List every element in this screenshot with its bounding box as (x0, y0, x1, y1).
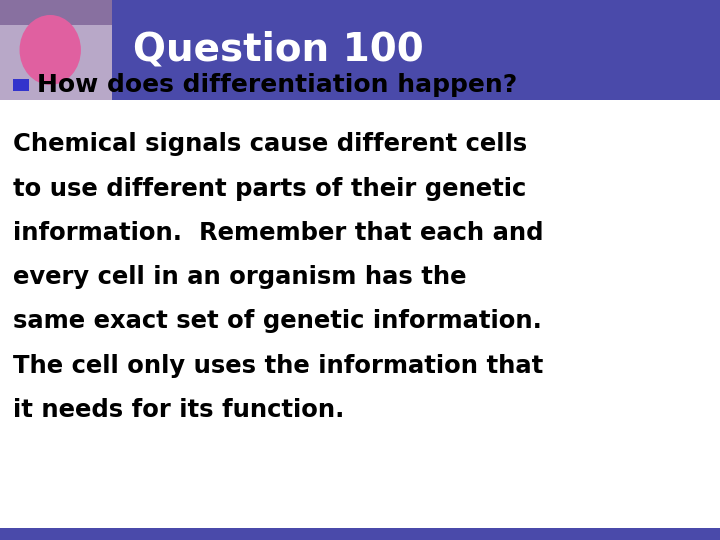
FancyBboxPatch shape (0, 0, 720, 100)
Text: information.  Remember that each and: information. Remember that each and (13, 221, 544, 245)
FancyBboxPatch shape (0, 0, 112, 100)
Text: every cell in an organism has the: every cell in an organism has the (13, 265, 467, 289)
Text: to use different parts of their genetic: to use different parts of their genetic (13, 177, 526, 200)
Text: Question 100: Question 100 (133, 31, 424, 69)
Text: it needs for its function.: it needs for its function. (13, 398, 344, 422)
FancyBboxPatch shape (0, 0, 112, 25)
Text: same exact set of genetic information.: same exact set of genetic information. (13, 309, 542, 333)
Text: The cell only uses the information that: The cell only uses the information that (13, 354, 543, 377)
Text: Chemical signals cause different cells: Chemical signals cause different cells (13, 132, 527, 156)
FancyBboxPatch shape (0, 528, 720, 540)
Text: How does differentiation happen?: How does differentiation happen? (37, 73, 518, 97)
Ellipse shape (19, 15, 81, 85)
FancyBboxPatch shape (13, 79, 29, 91)
